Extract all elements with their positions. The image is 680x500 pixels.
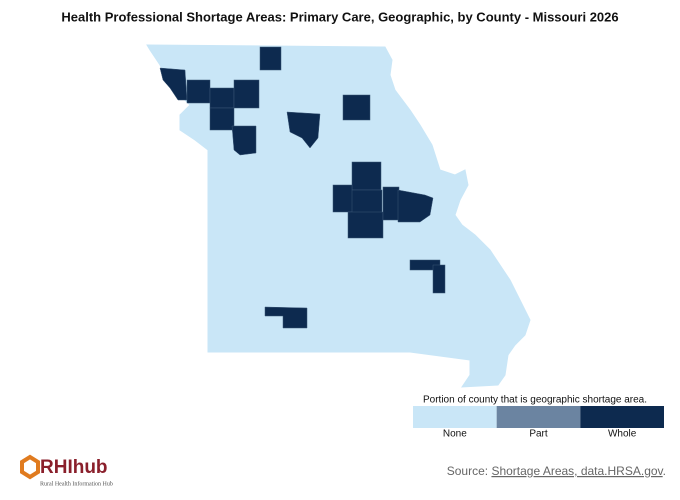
legend-title: Portion of county that is geographic sho… [423,395,647,406]
shortage-counties [159,46,446,329]
county [382,186,400,221]
source: Source: Shortage Areas, data.HRSA.gov. [447,464,666,478]
logo: RHIhub Rural Health Information Hub [20,454,113,487]
legend-label: Part [529,429,548,440]
county [342,94,371,121]
county [397,189,434,223]
county [209,107,235,131]
map-title: Health Professional Shortage Areas: Prim… [61,9,618,24]
source-prefix: Source: [447,464,488,478]
source-link[interactable]: Shortage Areas, data.HRSA.gov [491,464,663,478]
county [432,264,446,294]
county [286,111,321,149]
county [159,67,188,101]
county [349,189,383,216]
county [231,125,257,156]
legend-swatch [580,406,664,428]
state-map [146,44,531,388]
county [233,79,260,109]
logo-subtitle: Rural Health Information Hub [40,480,113,487]
logo-icon [20,454,40,480]
county [332,184,353,213]
logo-text: RHIhub [40,457,108,478]
legend-swatch [496,406,581,428]
legend-label: None [443,429,467,440]
county [351,161,382,191]
county [347,211,384,239]
county [264,306,308,329]
source-suffix: . [663,464,666,478]
legend-label: Whole [608,429,637,440]
legend: Portion of county that is geographic sho… [413,395,664,440]
county [186,79,211,104]
county [209,87,235,109]
county [259,46,282,71]
legend-swatch [413,406,497,428]
